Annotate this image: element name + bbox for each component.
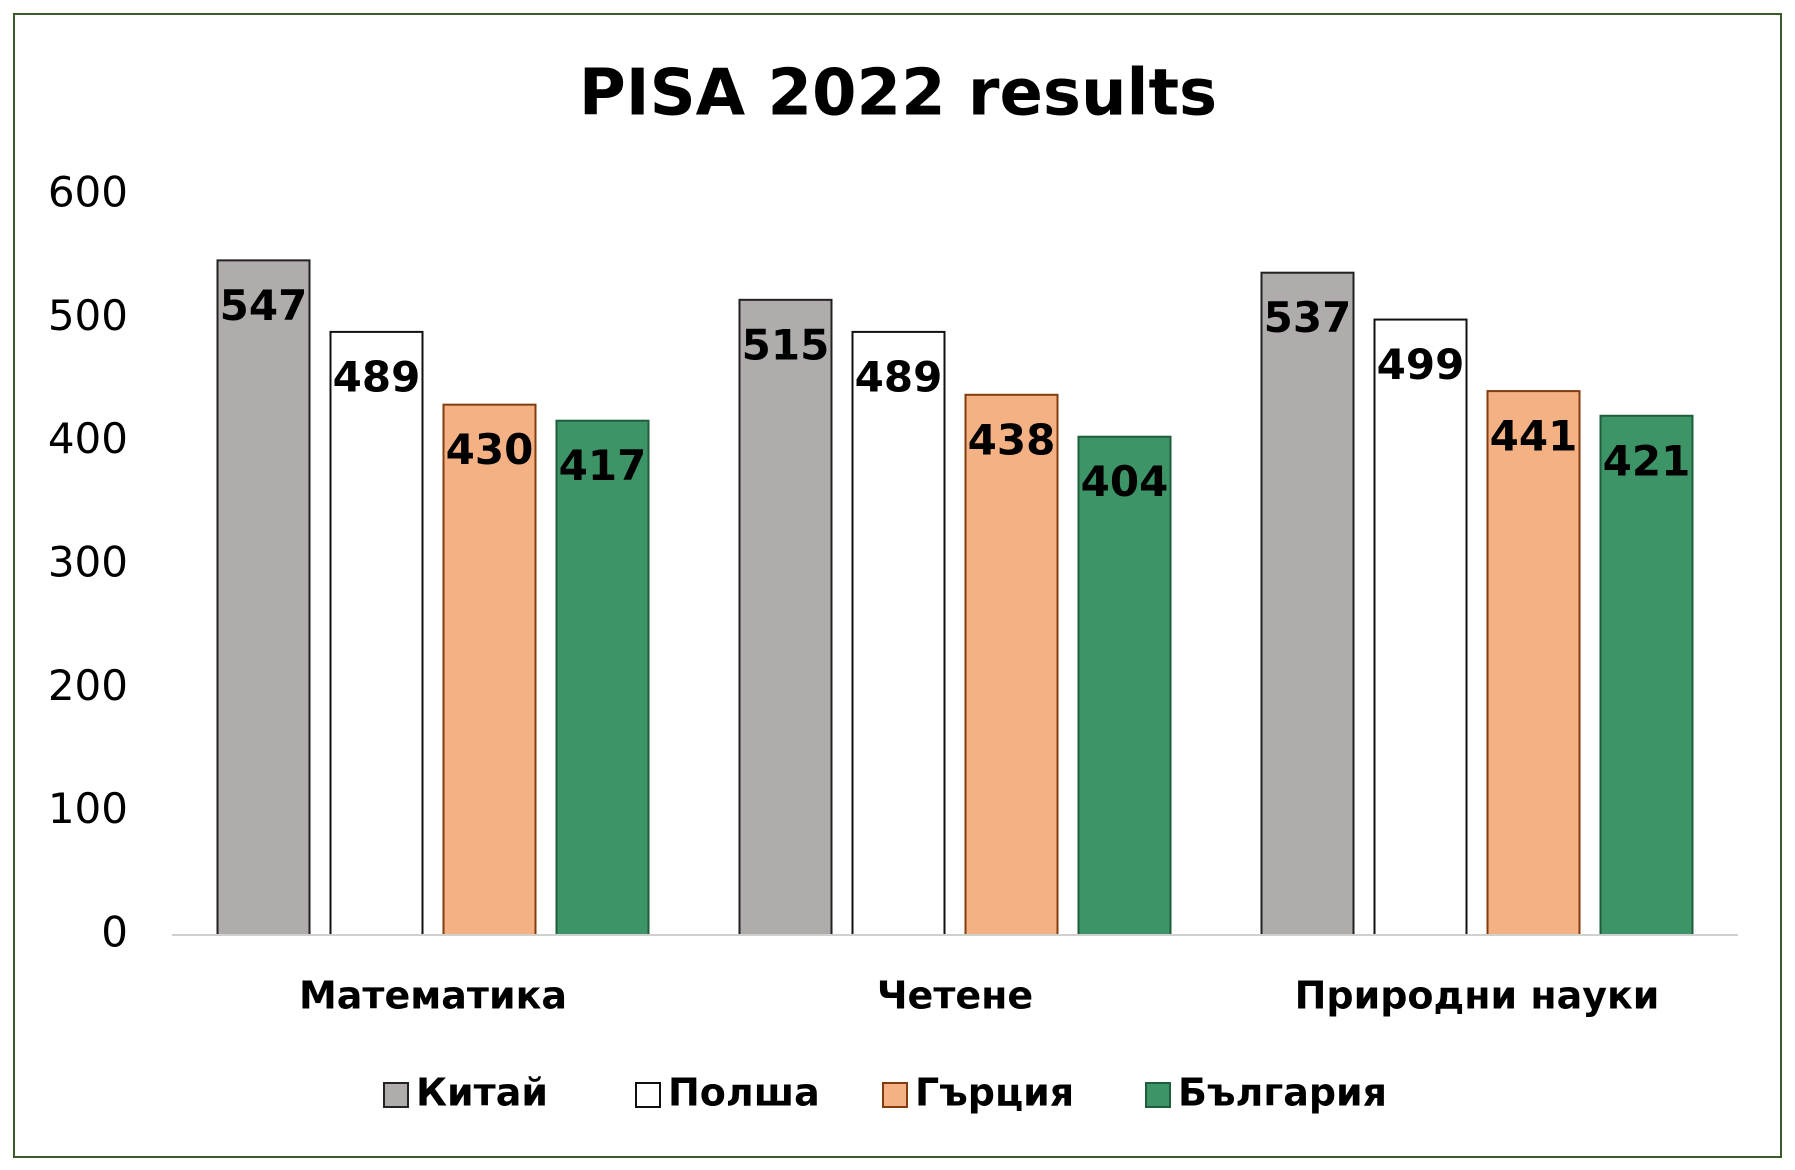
bar [1599, 414, 1694, 936]
y-tick-label: 400 [48, 414, 128, 463]
y-tick-label: 200 [48, 661, 128, 710]
legend-swatch [635, 1082, 661, 1108]
legend-swatch [1145, 1082, 1171, 1108]
x-tick-label: Математика [299, 974, 567, 1018]
value-label: 499 [1377, 340, 1465, 389]
value-label: 417 [559, 441, 647, 490]
y-tick-label: 0 [101, 908, 128, 957]
bar [1373, 318, 1468, 937]
bar [442, 403, 537, 936]
value-label: 489 [855, 352, 943, 401]
y-tick-label: 100 [48, 784, 128, 833]
legend-label: Китай [416, 1071, 548, 1115]
bar [1260, 271, 1355, 936]
value-label: 421 [1603, 436, 1691, 485]
chart-title: PISA 2022 results [579, 57, 1217, 131]
y-tick-label: 500 [48, 291, 128, 340]
legend-swatch [383, 1082, 409, 1108]
bar [964, 393, 1059, 936]
bar [1077, 435, 1172, 936]
value-label: 537 [1264, 293, 1352, 342]
y-tick-label: 300 [48, 538, 128, 587]
value-label: 547 [220, 281, 308, 330]
legend-label: Гърция [915, 1071, 1074, 1115]
bar [329, 330, 424, 936]
legend-label: България [1178, 1071, 1387, 1115]
legend-label: Полша [668, 1071, 820, 1115]
x-tick-label: Четене [877, 974, 1033, 1018]
value-label: 430 [446, 425, 534, 474]
value-label: 404 [1081, 457, 1169, 506]
bar [851, 330, 946, 936]
x-tick-label: Природни науки [1295, 974, 1660, 1018]
value-label: 515 [742, 320, 830, 369]
value-label: 438 [968, 415, 1056, 464]
bar [738, 298, 833, 937]
bar [555, 419, 650, 936]
legend-swatch [882, 1082, 908, 1108]
bar [216, 259, 311, 937]
bar [1486, 390, 1581, 937]
value-label: 441 [1490, 412, 1578, 461]
y-tick-label: 600 [48, 168, 128, 217]
value-label: 489 [333, 352, 421, 401]
